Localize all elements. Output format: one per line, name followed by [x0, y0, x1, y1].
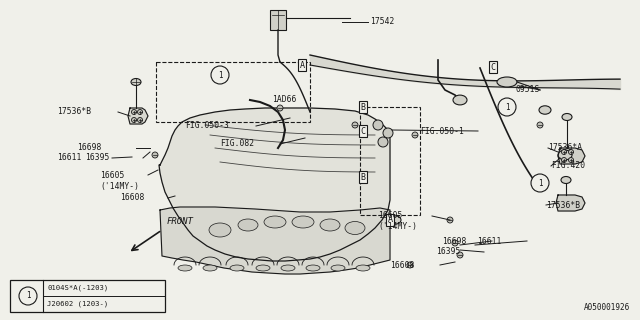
- Text: 16395: 16395: [436, 247, 460, 257]
- Circle shape: [152, 152, 158, 158]
- Text: 17536*B: 17536*B: [57, 108, 91, 116]
- Circle shape: [568, 149, 573, 155]
- Bar: [360, 107, 420, 215]
- Circle shape: [561, 157, 566, 163]
- Circle shape: [131, 117, 136, 123]
- Text: B: B: [360, 172, 365, 181]
- Circle shape: [457, 252, 463, 258]
- Circle shape: [537, 122, 543, 128]
- Ellipse shape: [306, 265, 320, 271]
- Polygon shape: [556, 195, 585, 211]
- Text: 1: 1: [505, 102, 509, 111]
- Ellipse shape: [209, 223, 231, 237]
- Text: 0951S: 0951S: [516, 85, 540, 94]
- Text: 16395: 16395: [85, 154, 109, 163]
- Polygon shape: [128, 108, 148, 124]
- Text: 1: 1: [218, 70, 222, 79]
- Text: ('14MY-): ('14MY-): [100, 181, 139, 190]
- Circle shape: [531, 174, 549, 192]
- Ellipse shape: [281, 265, 295, 271]
- Text: 16608: 16608: [390, 260, 414, 269]
- Text: FIG.050-3: FIG.050-3: [185, 122, 229, 131]
- Ellipse shape: [230, 265, 244, 271]
- Ellipse shape: [562, 114, 572, 121]
- Text: A: A: [387, 215, 392, 225]
- Circle shape: [452, 240, 458, 246]
- Circle shape: [138, 109, 143, 115]
- Text: A050001926: A050001926: [584, 303, 630, 312]
- Text: B: B: [360, 102, 365, 111]
- Text: FIG.050-1: FIG.050-1: [420, 126, 464, 135]
- Circle shape: [131, 109, 136, 115]
- Circle shape: [211, 66, 229, 84]
- Circle shape: [412, 132, 418, 138]
- Text: 1: 1: [26, 292, 30, 300]
- Polygon shape: [160, 207, 390, 274]
- Text: ('14MY-): ('14MY-): [378, 222, 417, 231]
- Text: C: C: [360, 126, 365, 135]
- Ellipse shape: [131, 78, 141, 85]
- Text: 16611: 16611: [477, 236, 501, 245]
- Circle shape: [19, 287, 37, 305]
- Ellipse shape: [356, 265, 370, 271]
- Ellipse shape: [389, 216, 401, 224]
- Text: C: C: [490, 62, 495, 71]
- Text: 16698: 16698: [77, 143, 101, 153]
- Text: 17536*A: 17536*A: [548, 143, 582, 153]
- Bar: [10, 280, 165, 312]
- Ellipse shape: [320, 219, 340, 231]
- Text: FIG.420: FIG.420: [551, 162, 585, 171]
- Text: 16611: 16611: [57, 154, 81, 163]
- Ellipse shape: [264, 216, 286, 228]
- Circle shape: [561, 149, 566, 155]
- Text: 16608: 16608: [120, 194, 145, 203]
- Ellipse shape: [539, 106, 551, 114]
- Polygon shape: [558, 148, 585, 164]
- Text: J20602 (1203-): J20602 (1203-): [47, 301, 108, 307]
- Circle shape: [383, 128, 393, 138]
- Text: 1AD66: 1AD66: [272, 95, 296, 105]
- Ellipse shape: [178, 265, 192, 271]
- Text: 17536*B: 17536*B: [546, 201, 580, 210]
- Circle shape: [277, 105, 283, 111]
- Circle shape: [352, 122, 358, 128]
- Ellipse shape: [331, 265, 345, 271]
- Text: 16605: 16605: [378, 212, 403, 220]
- Circle shape: [447, 217, 453, 223]
- Circle shape: [407, 262, 413, 268]
- Ellipse shape: [497, 77, 517, 87]
- Ellipse shape: [453, 95, 467, 105]
- Circle shape: [568, 157, 573, 163]
- Polygon shape: [159, 108, 390, 261]
- Text: FIG.082: FIG.082: [220, 140, 254, 148]
- Ellipse shape: [558, 150, 572, 160]
- Bar: [156, 62, 310, 122]
- Ellipse shape: [345, 221, 365, 235]
- Ellipse shape: [292, 216, 314, 228]
- Circle shape: [373, 120, 383, 130]
- Text: 16698: 16698: [442, 236, 467, 245]
- Text: FRONT: FRONT: [167, 217, 194, 226]
- Ellipse shape: [238, 219, 258, 231]
- Bar: [270, 10, 286, 30]
- Text: A: A: [300, 60, 305, 69]
- Circle shape: [498, 98, 516, 116]
- Ellipse shape: [256, 265, 270, 271]
- Ellipse shape: [203, 265, 217, 271]
- Text: 16605: 16605: [100, 171, 124, 180]
- Circle shape: [138, 117, 143, 123]
- Text: 0104S*A(-1203): 0104S*A(-1203): [47, 285, 108, 291]
- Ellipse shape: [561, 177, 571, 183]
- Text: 1: 1: [538, 179, 542, 188]
- Circle shape: [378, 137, 388, 147]
- Text: 17542: 17542: [370, 18, 394, 27]
